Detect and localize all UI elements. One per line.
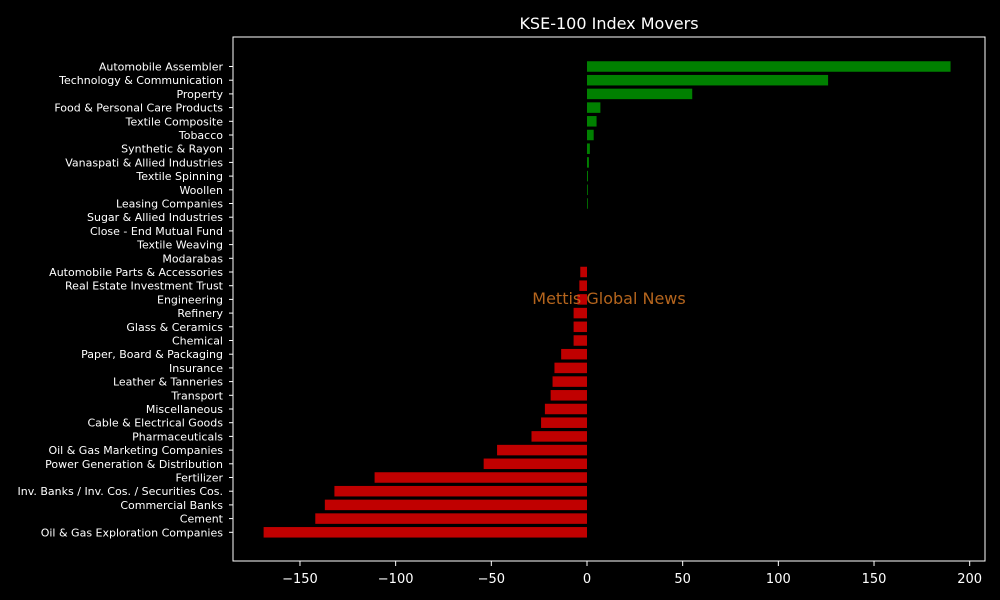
x-tick-label: −150 <box>282 572 318 587</box>
category-label: Transport <box>170 389 223 402</box>
category-label: Pharmaceuticals <box>132 430 223 443</box>
x-axis-ticks: −150 −100 −50 0 50 100 150 200 <box>282 561 982 587</box>
bar <box>544 403 587 415</box>
category-label: Textile Composite <box>125 115 224 128</box>
category-label: Textile Weaving <box>136 239 223 252</box>
category-label: Commercial Banks <box>120 499 223 512</box>
bar <box>550 390 587 401</box>
category-label: Oil & Gas Marketing Companies <box>48 444 223 457</box>
category-label: Chemical <box>172 335 223 348</box>
category-label: Oil & Gas Exploration Companies <box>41 526 224 539</box>
category-label: Woollen <box>179 184 223 197</box>
category-label: Paper, Board & Packaging <box>81 348 223 361</box>
bar <box>579 280 587 291</box>
bar <box>586 74 829 86</box>
bar <box>541 417 587 428</box>
category-label: Real Estate Investment Trust <box>65 280 224 293</box>
bar <box>577 294 587 305</box>
category-label: Fertilizer <box>175 472 223 485</box>
bars-layer <box>263 61 951 538</box>
category-label: Synthetic & Rayon <box>121 143 223 156</box>
bar <box>531 431 587 442</box>
category-label: Cable & Electrical Goods <box>87 417 223 430</box>
x-tick-label: 0 <box>583 572 591 587</box>
bar <box>586 61 951 72</box>
x-tick-label: −100 <box>378 572 414 587</box>
category-label: Engineering <box>157 293 223 306</box>
category-label: Vanaspati & Allied Industries <box>65 156 223 169</box>
category-label: Modarabas <box>162 252 223 265</box>
bar <box>586 102 601 113</box>
bar <box>586 143 590 154</box>
x-tick-label: 50 <box>674 572 691 587</box>
category-label: Tobacco <box>178 129 223 142</box>
category-label: Refinery <box>177 307 223 320</box>
bar <box>573 335 587 346</box>
category-label: Inv. Banks / Inv. Cos. / Securities Cos. <box>18 485 223 498</box>
category-label: Close - End Mutual Fund <box>90 225 223 238</box>
x-tick-label: 100 <box>766 572 791 587</box>
x-tick-label: 200 <box>957 572 982 587</box>
chart-title: KSE-100 Index Movers <box>519 14 698 33</box>
bar <box>586 88 693 100</box>
x-tick-label: −50 <box>478 572 505 587</box>
category-label: Leasing Companies <box>116 198 223 211</box>
bar <box>580 266 587 278</box>
bar <box>586 116 597 127</box>
bar <box>586 170 588 182</box>
bar <box>586 129 594 141</box>
bar <box>586 198 588 209</box>
bar <box>552 376 587 387</box>
bar <box>573 307 587 319</box>
watermark-text: Mettis Global News <box>532 289 685 308</box>
category-label: Textile Spinning <box>135 170 223 183</box>
bar <box>586 184 588 196</box>
bar <box>263 527 587 538</box>
category-label: Technology & Communication <box>58 74 223 87</box>
category-label: Food & Personal Care Products <box>54 102 223 115</box>
category-label: Automobile Parts & Accessories <box>49 266 223 279</box>
bar <box>554 362 587 374</box>
category-label: Automobile Assembler <box>99 61 224 74</box>
category-label: Glass & Ceramics <box>126 321 223 334</box>
bar <box>586 157 589 168</box>
bar <box>561 348 587 360</box>
category-label: Power Generation & Distribution <box>45 458 223 471</box>
category-label: Insurance <box>169 362 223 375</box>
bar <box>334 485 587 497</box>
bar <box>324 499 587 511</box>
bar <box>497 444 587 456</box>
category-label: Miscellaneous <box>146 403 223 416</box>
x-tick-label: 150 <box>862 572 887 587</box>
category-label: Sugar & Allied Industries <box>87 211 223 224</box>
category-label: Leather & Tanneries <box>113 376 223 389</box>
category-label: Property <box>176 88 223 101</box>
bar <box>374 472 587 483</box>
bar <box>315 513 587 524</box>
bar <box>483 458 587 470</box>
bar <box>573 321 587 333</box>
category-label: Cement <box>180 513 224 526</box>
